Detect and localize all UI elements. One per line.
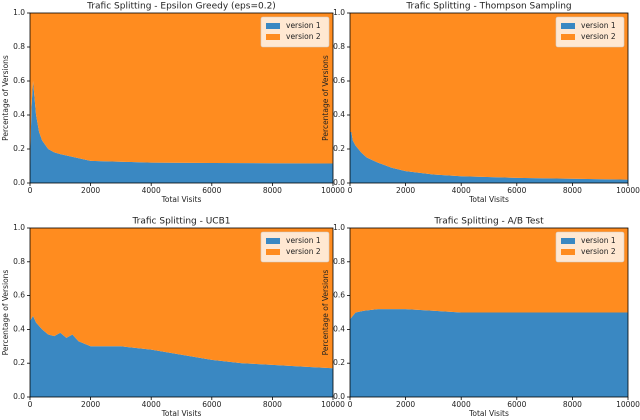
x-tick-label: 6000: [507, 186, 526, 195]
y-tick-label: 0.6: [13, 76, 25, 85]
y-tick-label: 0.0: [333, 392, 345, 401]
area: [30, 13, 333, 166]
y-tick-label: 0.2: [333, 358, 345, 367]
x-tick-label: 6000: [202, 400, 221, 409]
legend-label: version 1: [581, 236, 616, 245]
y-tick-label: 0.6: [13, 291, 25, 300]
x-tick-label: 8000: [263, 186, 282, 195]
x-axis-label: Total Visits: [468, 195, 509, 204]
x-tick-label: 10000: [321, 186, 345, 195]
legend-swatch: [266, 34, 280, 40]
y-tick-label: 0.2: [333, 144, 345, 153]
area: [350, 13, 628, 180]
x-tick-label: 8000: [563, 186, 582, 195]
x-tick-label: 4000: [142, 186, 161, 195]
area: [30, 315, 333, 397]
legend-label: version 2: [286, 32, 321, 41]
legend-swatch: [561, 238, 575, 244]
x-axis-label: Total Visits: [161, 195, 202, 204]
y-tick-label: 0.8: [13, 257, 25, 266]
legend-label: version 1: [286, 236, 321, 245]
y-tick-label: 0.4: [13, 110, 25, 119]
legend-swatch: [266, 23, 280, 29]
y-tick-label: 0.0: [333, 178, 345, 187]
axes-frame: [29, 227, 334, 398]
area: [30, 81, 333, 183]
legend-label: version 2: [286, 247, 321, 256]
y-tick-label: 0.2: [13, 358, 25, 367]
y-axis-label: Percentage of Versions: [321, 270, 330, 356]
subplot: 0 2000 4000 6000 8000 100000.00.20.40.60.81.0…: [1, 217, 345, 419]
subplot: 0 2000 4000 6000 8000 100000.00.20.40.60.81.0…: [1, 2, 345, 205]
legend-label: version 2: [581, 247, 616, 256]
legend-swatch: [266, 238, 280, 244]
y-tick-label: 1.0: [333, 8, 345, 17]
y-tick-label: 0.4: [333, 324, 345, 333]
legend-label: version 1: [286, 21, 321, 30]
y-axis-label: Percentage of Versions: [321, 55, 330, 141]
y-tick-label: 0.8: [333, 257, 345, 266]
chart-title: Trafic Splitting - UCB1: [131, 217, 230, 227]
x-tick-label: 10000: [321, 400, 345, 409]
chart-title: Trafic Splitting - Thompson Sampling: [405, 2, 571, 12]
area: [350, 309, 628, 397]
axes-frame: [29, 12, 334, 184]
area: [350, 132, 628, 183]
y-tick-label: 0.8: [333, 42, 345, 51]
legend-swatch: [561, 34, 575, 40]
y-tick-label: 0.4: [333, 110, 345, 119]
y-tick-label: 1.0: [13, 223, 25, 232]
x-tick-label: 8000: [563, 400, 582, 409]
x-tick-label: 0: [28, 400, 33, 409]
x-tick-label: 2000: [81, 186, 100, 195]
legend-swatch: [266, 249, 280, 255]
y-axis-label: Percentage of Versions: [1, 55, 10, 141]
y-tick-label: 1.0: [13, 8, 25, 17]
y-tick-label: 0.6: [333, 76, 345, 85]
axes-frame: [349, 227, 629, 398]
chart-title: Trafic Splitting - A/B Test: [433, 217, 544, 227]
y-tick-label: 0.4: [13, 324, 25, 333]
x-tick-label: 4000: [452, 186, 471, 195]
legend-label: version 2: [581, 32, 616, 41]
y-tick-label: 0.6: [333, 291, 345, 300]
y-tick-label: 0.0: [13, 178, 25, 187]
y-tick-label: 1.0: [333, 223, 345, 232]
x-tick-label: 2000: [396, 400, 415, 409]
y-axis-label: Percentage of Versions: [1, 270, 10, 356]
x-axis-label: Total Visits: [161, 409, 202, 418]
area: [30, 228, 333, 369]
x-tick-label: 0: [28, 186, 33, 195]
legend-label: version 1: [581, 21, 616, 30]
x-tick-label: 8000: [263, 400, 282, 409]
legend-swatch: [561, 23, 575, 29]
x-tick-label: 4000: [452, 400, 471, 409]
y-tick-label: 0.2: [13, 144, 25, 153]
x-tick-label: 2000: [396, 186, 415, 195]
y-tick-label: 0.0: [13, 392, 25, 401]
x-tick-label: 10000: [616, 400, 640, 409]
x-tick-label: 0: [348, 400, 353, 409]
subplot: 0 2000 4000 6000 8000 100000.00.20.40.60.81.0…: [321, 217, 640, 419]
legend-swatch: [561, 249, 575, 255]
x-tick-label: 4000: [142, 400, 161, 409]
x-tick-label: 6000: [507, 400, 526, 409]
x-axis-label: Total Visits: [468, 409, 509, 418]
x-tick-label: 10000: [616, 186, 640, 195]
x-tick-label: 6000: [202, 186, 221, 195]
x-tick-label: 2000: [81, 400, 100, 409]
y-tick-label: 0.8: [13, 42, 25, 51]
subplot: 0 2000 4000 6000 8000 100000.00.20.40.60.81.0…: [321, 2, 640, 205]
chart-title: Trafic Splitting - Epsilon Greedy (eps=0…: [86, 2, 276, 12]
axes-frame: [349, 12, 629, 184]
x-tick-label: 0: [348, 186, 353, 195]
